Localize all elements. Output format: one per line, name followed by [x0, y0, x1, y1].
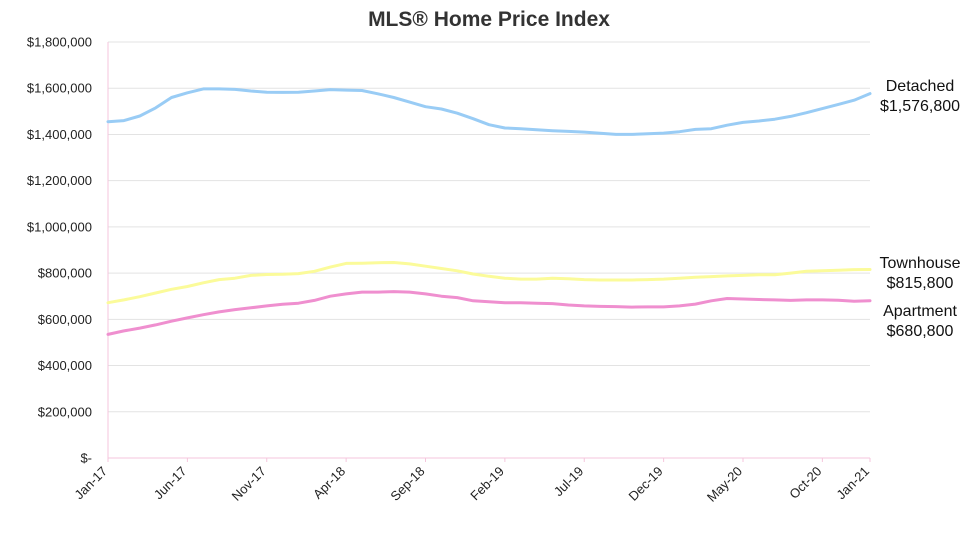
x-tick-label: Jun-17: [151, 464, 190, 503]
series-end-value-label: $1,576,800: [880, 98, 960, 115]
x-tick-label: Nov-17: [229, 464, 269, 504]
x-tick-label: May-20: [704, 464, 745, 505]
x-tick-label: Apr-18: [310, 464, 348, 502]
y-tick-label: $-: [80, 451, 92, 466]
y-tick-label: $1,400,000: [27, 127, 92, 142]
series-line-apartment: [106, 290, 872, 336]
series-end-value-label: $815,800: [887, 275, 954, 292]
x-tick-label: Jan-21: [833, 464, 872, 503]
series-name-label: Detached: [886, 78, 955, 95]
y-tick-label: $1,000,000: [27, 219, 92, 234]
series-line-townhouse: [106, 261, 872, 305]
x-tick-label: Jul-19: [551, 464, 587, 500]
x-axis: Jan-17 Jun-17 Nov-17 Apr-18 Sep-18 Feb-19 Jul-…: [71, 457, 872, 505]
x-tick-label: Oct-20: [786, 464, 824, 502]
x-tick-label: Feb-19: [467, 464, 507, 504]
y-axis: $- $200,000 $400,000 $600,000 $800,000 $1,000…: [27, 35, 109, 466]
x-tick-label: Sep-18: [387, 464, 427, 504]
y-tick-label: $1,600,000: [27, 81, 92, 96]
y-tick-label: $200,000: [38, 404, 92, 419]
y-tick-label: $1,200,000: [27, 173, 92, 188]
series-name-label: Apartment: [883, 303, 957, 320]
x-tick-label: Dec-19: [625, 464, 665, 504]
y-tick-label: $800,000: [38, 266, 92, 281]
series-line-detached: [106, 87, 872, 136]
y-tick-label: $400,000: [38, 358, 92, 373]
series-end-value-label: $680,800: [887, 323, 954, 340]
gridlines: [108, 41, 870, 413]
y-tick-label: $1,800,000: [27, 35, 92, 50]
chart-title: MLS® Home Price Index: [368, 8, 610, 31]
series-end-labels: Detached $1,576,800 Townhouse $815,800 Apart…: [880, 78, 961, 340]
y-tick-label: $600,000: [38, 312, 92, 327]
series-name-label: Townhouse: [880, 255, 961, 272]
x-tick-label: Jan-17: [71, 464, 110, 503]
series-lines: [106, 87, 872, 336]
